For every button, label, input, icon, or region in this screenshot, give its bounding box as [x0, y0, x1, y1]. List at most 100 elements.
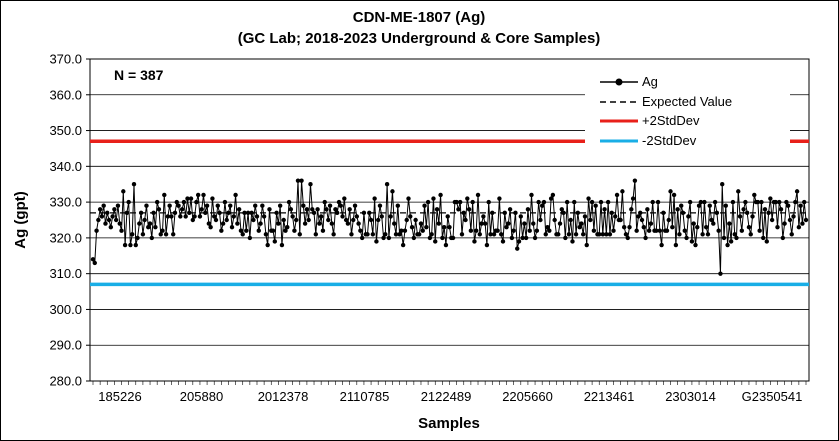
data-point — [636, 214, 641, 219]
data-point — [260, 203, 265, 208]
data-point — [634, 228, 639, 233]
x-axis-label: Samples — [418, 415, 480, 432]
data-point — [744, 210, 750, 216]
data-point — [272, 239, 278, 244]
data-point — [105, 210, 110, 216]
data-point — [256, 228, 261, 233]
data-point — [703, 224, 709, 230]
data-point — [324, 207, 329, 212]
data-point — [220, 221, 226, 226]
data-point — [302, 221, 308, 226]
data-point — [431, 196, 436, 201]
data-point — [732, 232, 737, 237]
data-point — [90, 257, 96, 262]
data-point — [457, 199, 463, 205]
data-point — [671, 192, 677, 198]
data-point — [263, 232, 269, 237]
data-point — [602, 207, 607, 212]
data-point — [370, 232, 376, 237]
data-point — [532, 235, 538, 241]
data-point — [235, 221, 240, 226]
data-point — [140, 232, 146, 237]
data-point — [147, 221, 153, 226]
data-point — [589, 199, 595, 205]
data-point — [176, 203, 181, 208]
data-point — [545, 224, 550, 230]
data-point — [618, 217, 623, 223]
data-point — [326, 217, 331, 223]
chart-title: CDN-ME-1807 (Ag) — [353, 9, 486, 26]
data-point — [333, 207, 338, 212]
data-point — [251, 217, 256, 223]
data-point — [682, 228, 687, 233]
data-point — [490, 210, 495, 216]
data-point — [586, 196, 591, 201]
data-point — [639, 217, 645, 223]
data-point — [468, 228, 474, 233]
data-point — [491, 232, 497, 237]
data-point — [620, 189, 625, 194]
data-point — [484, 242, 490, 248]
data-point — [354, 214, 360, 219]
sample-count-annotation: N = 387 — [114, 67, 164, 83]
data-point — [591, 228, 597, 233]
data-point — [547, 228, 552, 233]
data-point — [372, 196, 377, 201]
data-point — [138, 210, 144, 216]
data-point — [188, 196, 194, 201]
data-point — [498, 232, 504, 237]
legend-label-plus-2stddev: +2StdDev — [642, 113, 700, 128]
data-point — [556, 232, 561, 237]
data-point — [295, 178, 301, 183]
data-point — [787, 217, 793, 223]
data-point — [506, 221, 511, 226]
data-point — [320, 228, 326, 233]
x-axis-ticks: 185226 205880 2012378 2110785 2122489 2205660… — [92, 381, 807, 404]
data-point — [527, 228, 532, 233]
x-tick-label: 185226 — [98, 389, 141, 404]
data-point — [393, 232, 399, 237]
data-point — [340, 214, 345, 219]
data-point — [668, 189, 673, 194]
data-point — [162, 192, 167, 198]
data-point — [146, 224, 151, 230]
data-point — [297, 232, 302, 237]
data-point — [659, 242, 664, 248]
data-point — [201, 192, 206, 198]
data-point — [643, 235, 648, 241]
data-point — [611, 228, 616, 233]
data-point — [108, 224, 114, 230]
data-point — [755, 199, 761, 205]
data-point — [582, 214, 588, 219]
data-point — [500, 239, 506, 244]
data-point — [803, 217, 809, 223]
data-point — [267, 207, 272, 212]
data-point — [377, 203, 383, 208]
data-point — [206, 221, 212, 226]
data-point — [335, 210, 340, 216]
data-point — [274, 210, 279, 216]
data-point — [388, 214, 393, 219]
data-point — [153, 224, 158, 230]
data-point — [142, 217, 147, 223]
data-point — [137, 221, 142, 226]
data-point — [513, 210, 518, 216]
data-point — [313, 232, 319, 237]
y-tick-label: 360.0 — [49, 87, 82, 102]
data-point — [390, 189, 395, 194]
data-point — [796, 224, 802, 230]
y-tick-label: 320.0 — [49, 230, 82, 245]
data-point — [680, 210, 686, 216]
data-point — [474, 228, 479, 233]
data-point — [281, 217, 286, 223]
data-point — [684, 235, 689, 241]
data-point — [279, 242, 285, 248]
data-point — [734, 235, 739, 241]
data-point — [92, 260, 97, 266]
data-point — [397, 232, 402, 237]
data-point — [479, 221, 484, 226]
data-point — [613, 214, 618, 219]
chart-subtitle: (GC Lab; 2018-2023 Underground & Core Sa… — [238, 30, 601, 47]
data-point — [604, 232, 609, 237]
data-point — [383, 232, 388, 237]
